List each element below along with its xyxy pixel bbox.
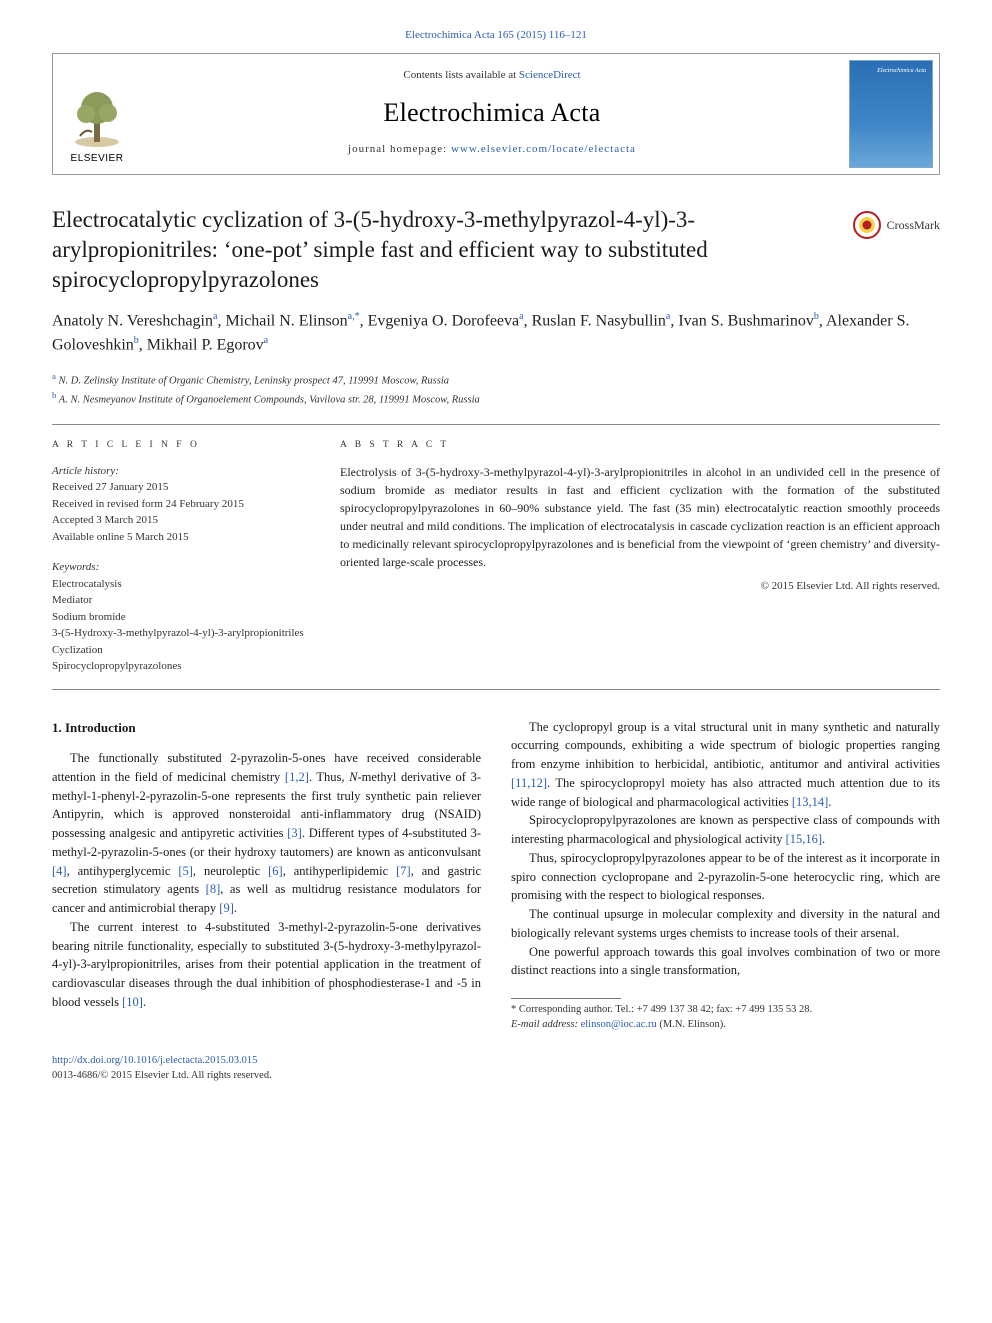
body-paragraph: Spirocyclopropylpyrazolones are known as… (511, 811, 940, 849)
journal-reference: Electrochimica Acta 165 (2015) 116–121 (52, 28, 940, 43)
affiliation-line: a N. D. Zelinsky Institute of Organic Ch… (52, 370, 940, 389)
publisher-label: ELSEVIER (71, 152, 124, 166)
page-footer: http://dx.doi.org/10.1016/j.electacta.20… (52, 1054, 940, 1083)
body-paragraph: The functionally substituted 2-pyrazolin… (52, 749, 481, 918)
doi-link[interactable]: http://dx.doi.org/10.1016/j.electacta.20… (52, 1055, 257, 1066)
article-info-column: A R T I C L E I N F O Article history: R… (52, 429, 312, 684)
rule-bottom (52, 689, 940, 690)
abstract-column: A B S T R A C T Electrolysis of 3-(5-hyd… (340, 429, 940, 684)
issn-copyright: 0013-4686/© 2015 Elsevier Ltd. All right… (52, 1070, 272, 1081)
footnote-email-label: E-mail address: (511, 1019, 578, 1030)
article-info-label: A R T I C L E I N F O (52, 439, 312, 452)
footnote-corresponding: * Corresponding author. Tel.: +7 499 137… (511, 1003, 940, 1018)
footnote-email-link[interactable]: elinson@ioc.ac.ru (581, 1019, 657, 1030)
crossmark-label: CrossMark (887, 217, 940, 234)
footnote-email-name: (M.N. Elinson). (659, 1019, 726, 1030)
history-line: Received in revised form 24 February 201… (52, 496, 312, 513)
cover-caption: Electrochimica Acta (856, 67, 926, 75)
history-line: Available online 5 March 2015 (52, 529, 312, 546)
contents-line: Contents lists available at ScienceDirec… (149, 68, 835, 83)
body-paragraph: The cyclopropyl group is a vital structu… (511, 718, 940, 812)
header-center: Contents lists available at ScienceDirec… (141, 54, 843, 174)
corresponding-author-footnote: * Corresponding author. Tel.: +7 499 137… (511, 1003, 940, 1032)
crossmark-badge[interactable]: CrossMark (853, 205, 940, 239)
keyword-line: Sodium bromide (52, 609, 312, 626)
keyword-line: 3-(5-Hydroxy-3-methylpyrazol-4-yl)-3-ary… (52, 625, 312, 642)
sciencedirect-link[interactable]: ScienceDirect (519, 69, 581, 81)
journal-cover-thumbnail: Electrochimica Acta (849, 60, 933, 168)
journal-cover-block: Electrochimica Acta (843, 54, 939, 174)
author-list: Anatoly N. Vereshchagina, Michail N. Eli… (52, 309, 940, 358)
body-paragraph: One powerful approach towards this goal … (511, 943, 940, 981)
keywords-block: Keywords: ElectrocatalysisMediatorSodium… (52, 559, 312, 675)
history-line: Received 27 January 2015 (52, 479, 312, 496)
abstract-copyright: © 2015 Elsevier Ltd. All rights reserved… (340, 579, 940, 594)
body-paragraph: The continual upsurge in molecular compl… (511, 905, 940, 943)
contents-prefix: Contents lists available at (403, 69, 518, 81)
homepage-prefix: journal homepage: (348, 143, 451, 155)
footnote-separator (511, 998, 621, 999)
publisher-logo-block: ELSEVIER (53, 54, 141, 174)
journal-reference-link[interactable]: Electrochimica Acta 165 (2015) 116–121 (405, 29, 587, 41)
article-title: Electrocatalytic cyclization of 3-(5-hyd… (52, 205, 839, 295)
keyword-line: Electrocatalysis (52, 576, 312, 593)
abstract-text: Electrolysis of 3-(5-hydroxy-3-methylpyr… (340, 463, 940, 571)
body-paragraph: Thus, spirocyclopropylpyrazolones appear… (511, 849, 940, 905)
body-paragraph: The current interest to 4-substituted 3-… (52, 918, 481, 1012)
rule-top (52, 424, 940, 425)
homepage-link[interactable]: www.elsevier.com/locate/electacta (451, 143, 636, 155)
keyword-line: Cyclization (52, 642, 312, 659)
homepage-line: journal homepage: www.elsevier.com/locat… (149, 142, 835, 157)
section-heading-introduction: 1. Introduction (52, 718, 481, 738)
article-history: Article history: Received 27 January 201… (52, 463, 312, 546)
journal-name: Electrochimica Acta (149, 95, 835, 131)
keyword-line: Spirocyclopropylpyrazolones (52, 658, 312, 675)
keyword-line: Mediator (52, 592, 312, 609)
body-text: 1. Introduction The functionally substit… (52, 718, 940, 1033)
history-line: Accepted 3 March 2015 (52, 512, 312, 529)
crossmark-icon (853, 211, 881, 239)
abstract-label: A B S T R A C T (340, 439, 940, 452)
affiliation-line: b A. N. Nesmeyanov Institute of Organoel… (52, 389, 940, 408)
history-head: Article history: (52, 463, 312, 480)
elsevier-tree-icon (68, 86, 126, 150)
journal-header: ELSEVIER Contents lists available at Sci… (52, 53, 940, 175)
keywords-head: Keywords: (52, 559, 312, 576)
affiliations: a N. D. Zelinsky Institute of Organic Ch… (52, 370, 940, 409)
